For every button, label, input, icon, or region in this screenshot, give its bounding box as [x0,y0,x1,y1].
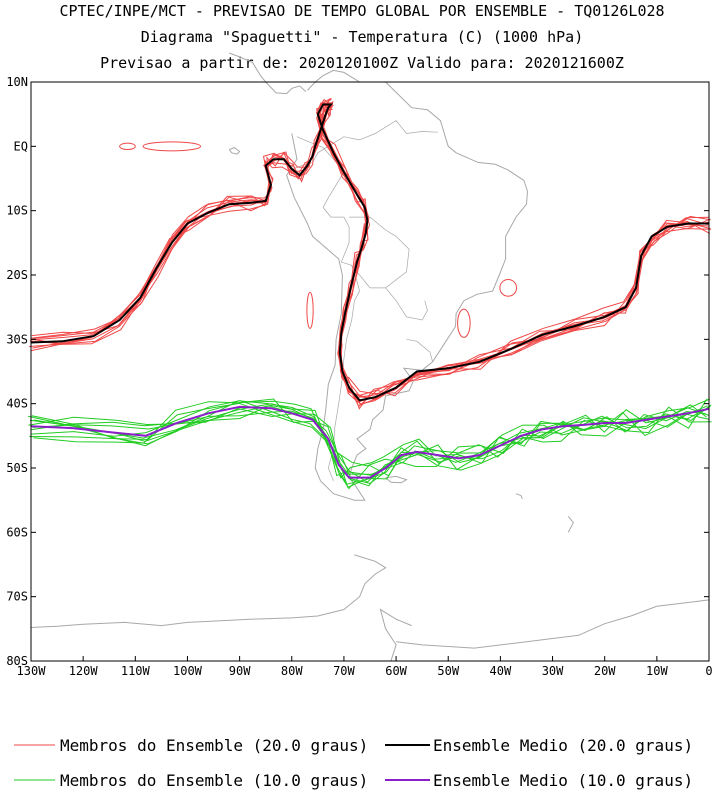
coastline [385,475,408,484]
x-tick-label: 10W [646,664,668,678]
y-tick-label: 30S [6,332,28,346]
title-line-3: Previsao a partir de: 2020120100Z Valido… [100,54,624,72]
y-tick-label: 70S [6,590,28,604]
ensemble-member-line [32,98,710,395]
y-tick-label: 10S [6,204,28,218]
coastline [396,599,710,649]
y-tick-label: 20S [6,268,28,282]
coastline [229,52,307,95]
coastline [228,147,241,155]
x-tick-label: 110W [121,664,151,678]
country-border [349,216,410,289]
x-tick-label: 130W [17,664,47,678]
country-border [406,338,433,362]
y-tick-label: 40S [6,397,28,411]
isolated-contour [457,308,471,338]
legend-item: Membros do Ensemble (10.0 graus) [14,771,368,790]
ensemble-member-line [31,104,712,410]
chart-title: CPTEC/INPE/MCT - PREVISAO DE TEMPO GLOBA… [59,2,664,72]
country-border [385,287,428,321]
isolated-contour [119,142,136,151]
ensemble-mean-line [30,405,710,479]
legend: Membros do Ensemble (20.0 graus) Ensembl… [14,736,693,790]
x-tick-label: 60W [385,664,407,678]
ensemble-member-line [32,405,711,483]
legend-label-members-10: Membros do Ensemble (10.0 graus) [60,771,368,790]
x-tick-label: 20W [594,664,616,678]
y-tick-label: 10N [6,75,28,89]
ensemble-member-line [33,403,707,487]
isolated-contour [306,291,314,329]
title-line-1: CPTEC/INPE/MCT - PREVISAO DE TEMPO GLOBA… [59,2,664,20]
legend-label-mean-10: Ensemble Medio (10.0 graus) [433,771,693,790]
x-tick-label: 40W [490,664,512,678]
ensemble-mean-line [30,103,709,402]
x-tick-label: 100W [173,664,203,678]
legend-label-members-20: Membros do Ensemble (20.0 graus) [60,736,368,755]
x-tick-label: 80W [281,664,303,678]
y-tick-label: 50S [6,461,28,475]
x-tick-label: 0 [705,664,712,678]
x-axis: 130W 120W 110W 100W 90W 80W 70W 60W 50W 40W 30W 20W… [17,656,713,678]
ensemble-member-line [28,405,710,468]
legend-label-mean-20: Ensemble Medio (20.0 graus) [433,736,693,755]
isolated-contour [142,141,201,152]
y-tick-label: 80S [6,654,28,668]
isolated-contour [499,279,518,297]
coastline [30,554,387,628]
y-tick-label: 60S [6,525,28,539]
country-border [322,171,350,263]
x-tick-label: 30W [542,664,564,678]
coastline [515,493,523,500]
ensemble-means [30,103,710,479]
coastline [567,515,574,533]
y-axis: 10N EQ 10S 20S 30S 40S 50S 60S 70S 80S [6,75,709,668]
x-tick-label: 50W [437,664,459,678]
legend-item: Membros do Ensemble (20.0 graus) [14,736,368,755]
ensemble-member-line [33,398,708,479]
x-tick-label: 120W [69,664,99,678]
x-tick-label: 70W [333,664,355,678]
x-tick-label: 90W [229,664,251,678]
plot-frame [30,81,710,662]
y-tick-label: EQ [14,139,28,153]
country-border [291,120,438,170]
coastline [286,69,529,501]
ensemble-member-line [31,400,712,475]
legend-item: Ensemble Medio (10.0 graus) [385,771,693,790]
title-line-2: Diagrama "Spaguetti" - Temperatura (C) (… [141,28,584,46]
legend-item: Ensemble Medio (20.0 graus) [385,736,693,755]
coastline [379,608,412,662]
